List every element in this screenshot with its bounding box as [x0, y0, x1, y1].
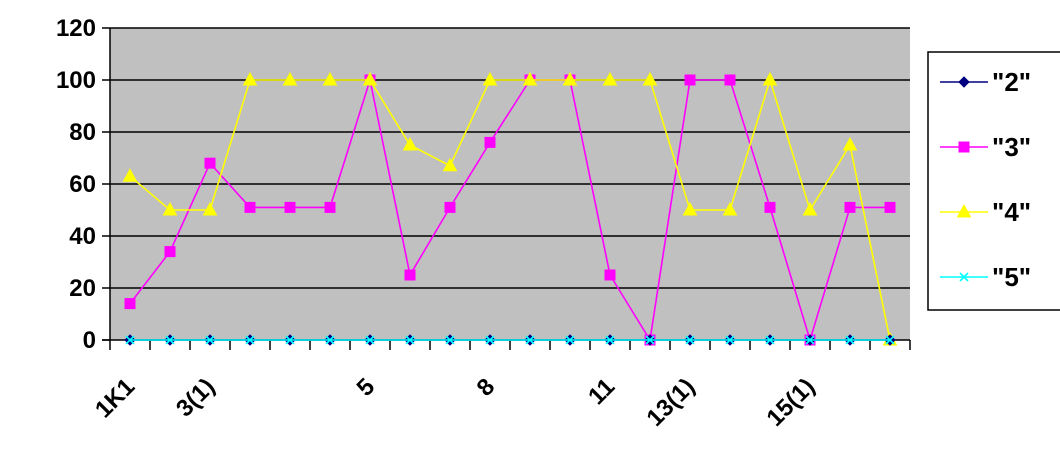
x-tick-label: 1K1: [90, 373, 140, 423]
data-point: [205, 335, 215, 345]
legend-item: "2": [940, 67, 1031, 97]
data-point: [442, 157, 458, 172]
data-point: [404, 269, 416, 281]
data-point: [765, 335, 775, 345]
series-line: [129, 77, 891, 341]
y-tick-label: 20: [69, 275, 96, 302]
data-point: [402, 136, 418, 151]
data-point: [485, 335, 495, 345]
series-3: [125, 335, 895, 345]
data-point: [202, 201, 218, 216]
data-point: [124, 298, 136, 310]
data-point: [805, 335, 815, 345]
data-point: [565, 335, 575, 345]
series-group: [122, 71, 898, 346]
legend-marker: [959, 272, 969, 282]
legend-label: "4": [992, 197, 1031, 227]
legend-item: "3": [940, 132, 1031, 162]
data-point: [722, 201, 738, 216]
data-point: [802, 201, 818, 216]
x-tick-label: 11: [583, 373, 620, 410]
data-point: [764, 201, 776, 213]
legend-label: "3": [992, 132, 1031, 162]
legend-label: "2": [992, 67, 1031, 97]
data-point: [204, 157, 216, 169]
data-point: [324, 201, 336, 213]
data-point: [602, 71, 618, 86]
data-point: [842, 136, 858, 151]
data-point: [845, 335, 855, 345]
legend-marker: [956, 203, 972, 218]
series-line: [129, 76, 890, 343]
series-2: [122, 71, 898, 346]
data-point: [844, 201, 856, 213]
data-point: [405, 335, 415, 345]
data-point: [282, 71, 298, 86]
y-tick-label: 100: [56, 67, 96, 94]
data-point: [762, 71, 778, 86]
data-point: [645, 335, 655, 345]
data-point: [604, 269, 616, 281]
data-point: [525, 335, 535, 345]
data-point: [562, 71, 578, 86]
data-point: [284, 201, 296, 213]
data-point: [322, 71, 338, 86]
legend-marker: [958, 76, 970, 88]
y-axis-tick-labels: 0 20 40 60 80 100 120: [56, 15, 96, 354]
data-point: [444, 201, 456, 213]
data-point: [162, 201, 178, 216]
y-tick-label: 80: [69, 119, 96, 146]
data-point: [725, 335, 735, 345]
data-point: [445, 335, 455, 345]
legend-box: [927, 51, 1060, 311]
data-point: [365, 335, 375, 345]
x-tick-label: 5: [352, 373, 381, 402]
x-tick-label: 15(1): [762, 373, 821, 432]
y-tick-label: 40: [69, 223, 96, 250]
data-point: [482, 71, 498, 86]
x-axis-tick-labels: 1K1 3(1) 5 8 11 13(1) 15(1): [90, 373, 820, 432]
data-point: [285, 335, 295, 345]
data-point: [685, 335, 695, 345]
y-tick-label: 0: [83, 327, 96, 354]
legend: "2" "3" "4" "5": [927, 51, 1060, 311]
data-point: [244, 201, 256, 213]
data-point: [245, 335, 255, 345]
data-point: [605, 335, 615, 345]
data-point: [642, 71, 658, 86]
data-point: [122, 168, 138, 182]
legend-marker: [958, 141, 970, 153]
legend-item: "4": [940, 197, 1031, 227]
data-point: [165, 335, 175, 345]
legend-label: "5": [992, 262, 1031, 292]
data-point: [484, 136, 496, 148]
data-point: [522, 71, 538, 86]
data-point: [362, 71, 378, 86]
data-point: [682, 201, 698, 216]
data-point: [242, 71, 258, 86]
x-tick-label: 3(1): [171, 373, 220, 422]
data-point: [724, 74, 736, 86]
data-point: [325, 335, 335, 345]
data-point: [125, 335, 135, 345]
x-tick-label: 8: [472, 373, 501, 402]
data-point: [885, 335, 895, 345]
legend-item: "5": [940, 262, 1031, 292]
data-point: [164, 246, 176, 258]
x-tick-label: 13(1): [642, 373, 701, 432]
y-tick-label: 60: [69, 171, 96, 198]
data-point: [884, 201, 896, 213]
y-tick-label: 120: [56, 15, 96, 42]
data-point: [684, 74, 696, 86]
